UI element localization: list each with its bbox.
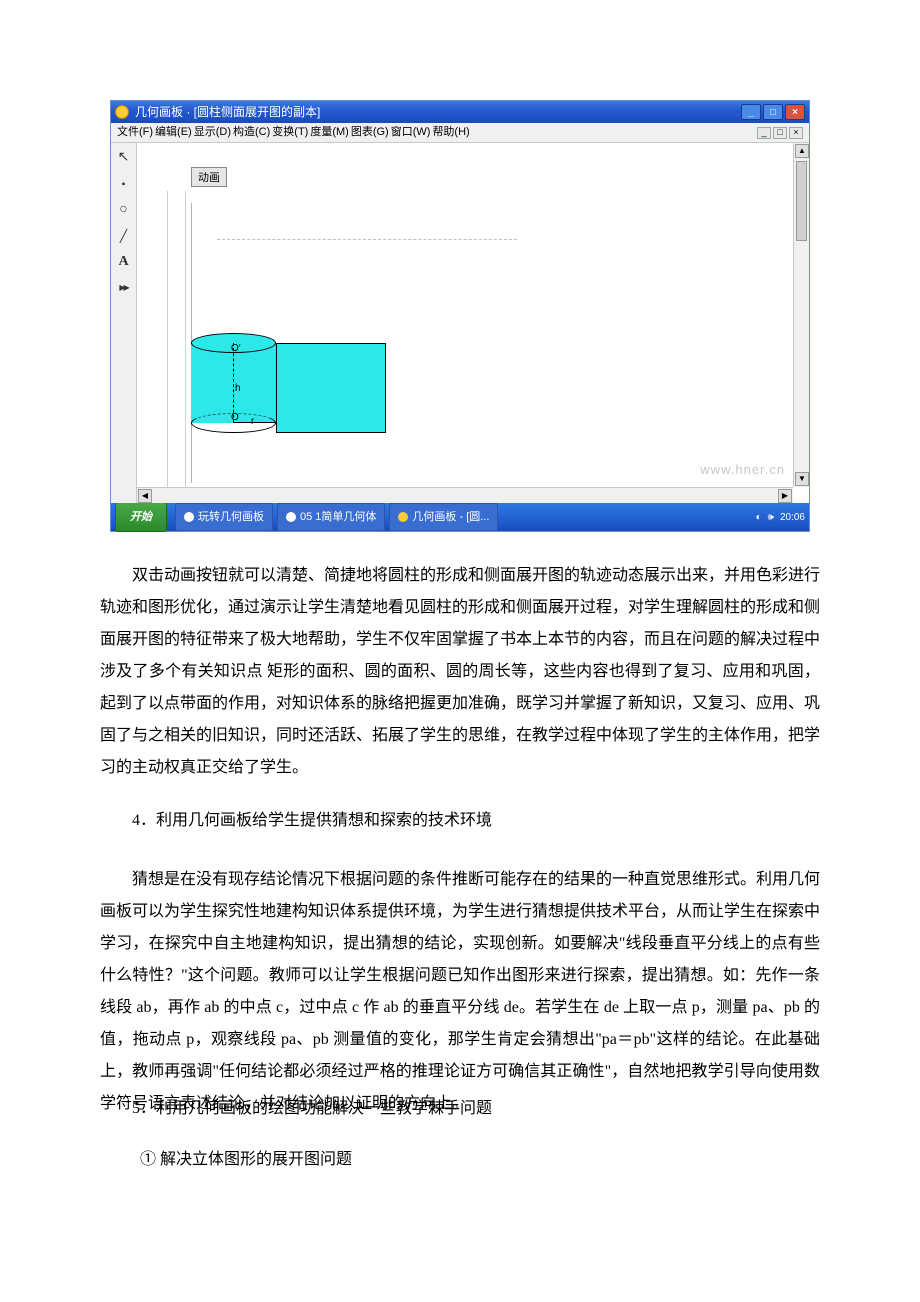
vertical-scrollbar[interactable]: ▲ ▼: [793, 143, 809, 487]
label-h: h: [235, 379, 241, 398]
taskbar-item-1[interactable]: 玩转几何画板: [175, 503, 273, 532]
taskbar-item-1-icon: [184, 512, 194, 522]
taskbar-item-3-label: 几何画板 - [圆...: [412, 507, 489, 528]
system-tray[interactable]: ◐ 🕪 20:06: [756, 508, 805, 527]
gsp-window: 几何画板 · [圆柱侧面展开图的副本] _ □ × 文件(F) 编辑(E) 显示…: [110, 100, 810, 532]
doc-restore-button[interactable]: □: [773, 127, 787, 139]
text-tool-icon[interactable]: [115, 253, 133, 271]
heading-4: 4．利用几何画板给学生提供猜想和探索的技术环境: [100, 806, 820, 836]
menu-graph[interactable]: 图表(G): [351, 122, 389, 143]
doc-window-controls: _ □ ×: [757, 127, 803, 139]
cylinder-radius: [233, 422, 275, 423]
work-area: 动画 O′ O r h: [111, 143, 809, 503]
taskbar-item-2-label: 05 1简单几何体: [300, 507, 376, 528]
heading-5-real: 5．利用几何画板的绘图功能解决一些教学棘手问题: [100, 1094, 820, 1124]
menu-measure[interactable]: 度量(M): [310, 122, 349, 143]
close-button[interactable]: ×: [785, 104, 805, 120]
windows-taskbar: 开始 玩转几何画板 05 1简单几何体 几何画板 - [圆... ◐ 🕪 20:…: [111, 503, 809, 531]
taskbar-item-1-label: 玩转几何画板: [198, 507, 264, 528]
tool-palette: [111, 143, 137, 503]
menu-help[interactable]: 帮助(H): [432, 122, 469, 143]
menu-bar: 文件(F) 编辑(E) 显示(D) 构造(C) 变换(T) 度量(M) 图表(G…: [111, 123, 809, 143]
doc-close-button[interactable]: ×: [789, 127, 803, 139]
menu-display[interactable]: 显示(D): [194, 122, 231, 143]
watermark-text: www.hner.cn: [700, 458, 785, 483]
start-button[interactable]: 开始: [115, 502, 167, 533]
guide-horizontal: [217, 239, 517, 240]
tray-icon-2[interactable]: 🕪: [768, 508, 774, 527]
taskbar-item-3-icon: [398, 512, 408, 522]
scroll-up-icon[interactable]: ▲: [795, 144, 809, 158]
arrow-tool-icon[interactable]: [115, 149, 133, 167]
custom-tool-icon[interactable]: [115, 279, 133, 297]
maximize-button[interactable]: □: [763, 104, 783, 120]
menu-edit[interactable]: 编辑(E): [155, 122, 192, 143]
animate-button[interactable]: 动画: [191, 167, 227, 187]
guide-vertical-1: [167, 191, 168, 491]
cylinder-axis: [233, 343, 234, 423]
point-tool-icon[interactable]: [115, 175, 133, 193]
cylinder-body: O′ O r h: [191, 333, 276, 433]
taskbar-item-3[interactable]: 几何画板 - [圆...: [389, 503, 498, 532]
horizontal-scrollbar[interactable]: ◀ ▶: [137, 487, 793, 503]
menu-transform[interactable]: 变换(T): [272, 122, 308, 143]
menu-file[interactable]: 文件(F): [117, 122, 153, 143]
doc-minimize-button[interactable]: _: [757, 127, 771, 139]
title-bar[interactable]: 几何画板 · [圆柱侧面展开图的副本] _ □ ×: [111, 101, 809, 123]
app-icon: [115, 105, 129, 119]
menu-window[interactable]: 窗口(W): [391, 122, 431, 143]
scroll-left-icon[interactable]: ◀: [138, 489, 152, 503]
tray-icon-1[interactable]: ◐: [756, 508, 762, 527]
line-tool-icon[interactable]: [115, 227, 133, 245]
minimize-button[interactable]: _: [741, 104, 761, 120]
vertical-scroll-thumb[interactable]: [796, 161, 807, 241]
circle-tool-icon[interactable]: [115, 201, 133, 219]
tray-clock: 20:06: [780, 508, 805, 527]
scroll-down-icon[interactable]: ▼: [795, 472, 809, 486]
scroll-right-icon[interactable]: ▶: [778, 489, 792, 503]
cylinder-lateral-unroll: [276, 343, 386, 433]
paragraph-2: 猜想是在没有现存结论情况下根据问题的条件推断可能存在的结果的一种直觉思维形式。利…: [100, 864, 820, 1120]
taskbar-item-2[interactable]: 05 1简单几何体: [277, 503, 385, 532]
subheading-5-1: ① 解决立体图形的展开图问题: [100, 1145, 820, 1175]
taskbar-item-2-icon: [286, 512, 296, 522]
window-title: 几何画板 · [圆柱侧面展开图的副本]: [135, 101, 320, 124]
guide-vertical-2: [185, 191, 186, 491]
menu-construct[interactable]: 构造(C): [233, 122, 270, 143]
paragraph-1: 双击动画按钮就可以清楚、简捷地将圆柱的形成和侧面展开图的轨迹动态展示出来，并用色…: [100, 560, 820, 784]
cylinder-figure: O′ O r h: [191, 333, 276, 433]
sketch-canvas[interactable]: 动画 O′ O r h: [137, 143, 809, 503]
